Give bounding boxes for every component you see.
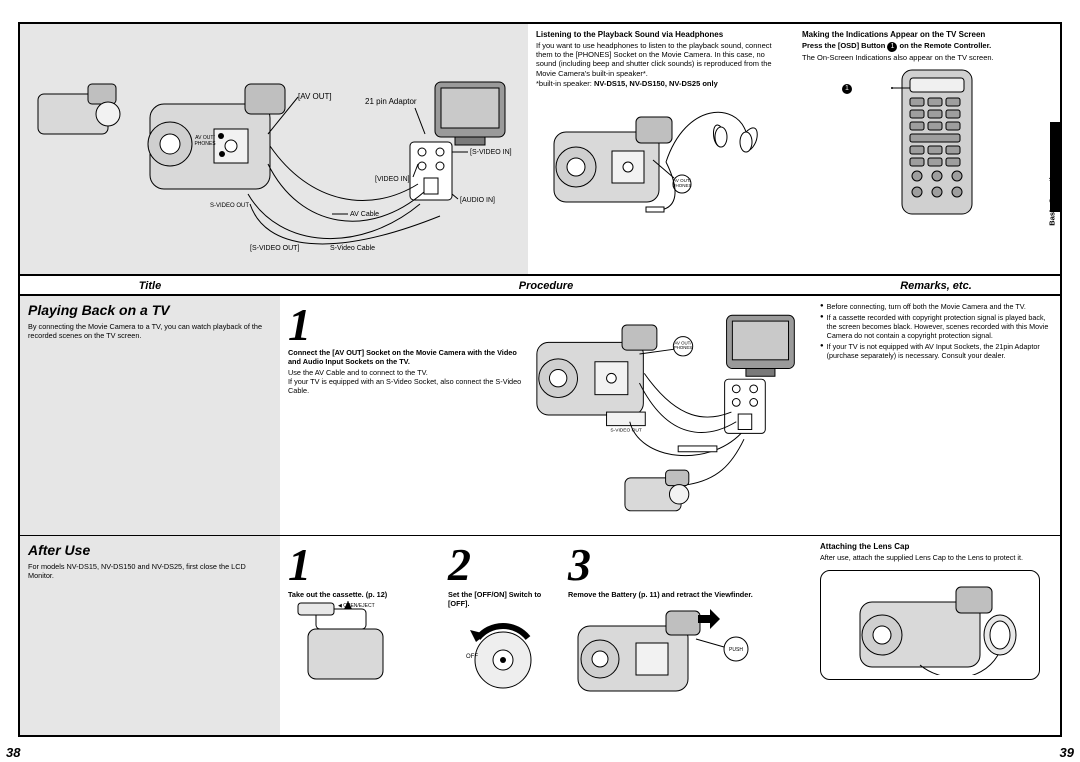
osd-line1b: on the Remote Controller.: [897, 41, 991, 50]
table-header-row: Title Procedure Remarks, etc.: [20, 276, 1060, 296]
svg-text:PHONES: PHONES: [672, 183, 691, 188]
remarks-item: Before connecting, turn off both the Mov…: [820, 302, 1052, 311]
svg-text:AV Cable: AV Cable: [350, 211, 379, 218]
remote-diagram: [862, 68, 992, 218]
headphones-note-label: *built-in speaker:: [536, 79, 592, 88]
afteruse-step2-bold: Set the [OFF/ON] Switch to [OFF].: [448, 590, 541, 608]
playback-step1-bold: Connect the [AV OUT] Socket on the Movie…: [288, 348, 517, 366]
lenscap-illustration-box: [820, 570, 1040, 680]
afteruse-step3-diagram: PUSH: [568, 599, 768, 699]
playback-remarks-cell: Before connecting, turn off both the Mov…: [812, 296, 1060, 535]
osd-callout-inline: 1: [887, 42, 897, 52]
afteruse-title-cell: After Use For models NV-DS15, NV-DS150 a…: [20, 536, 280, 735]
osd-heading: Making the Indications Appear on the TV …: [802, 30, 1052, 40]
header-remarks: Remarks, etc.: [812, 276, 1060, 294]
header-procedure: Procedure: [280, 276, 812, 294]
headphones-heading: Listening to the Playback Sound via Head…: [536, 30, 786, 40]
playback-remarks-list: Before connecting, turn off both the Mov…: [820, 302, 1052, 360]
connection-diagram-area: AV OUT/ PHONES [AV OUT] 21 pin Adaptor: [20, 24, 528, 274]
osd-callout-num: 1: [842, 84, 852, 94]
remarks-item: If your TV is not equipped with AV Input…: [820, 342, 1052, 360]
afteruse-remarks-heading: Attaching the Lens Cap: [820, 542, 1052, 552]
afteruse-remarks-body: After use, attach the supplied Lens Cap …: [820, 553, 1052, 562]
svg-text:PHONES: PHONES: [194, 141, 216, 147]
playback-title: Playing Back on a TV: [28, 302, 272, 318]
afteruse-step3-bold: Remove the Battery (p. 11) and retract t…: [568, 590, 753, 599]
afteruse-title-body: For models NV-DS15, NV-DS150 and NV-DS25…: [28, 562, 272, 580]
remarks-item: If a cassette recorded with copyright pr…: [820, 313, 1052, 340]
osd-section: Making the Indications Appear on the TV …: [794, 24, 1060, 274]
page-number-right: 39: [1060, 745, 1074, 760]
svg-text:21 pin Adaptor: 21 pin Adaptor: [365, 97, 417, 106]
headphones-section: Listening to the Playback Sound via Head…: [528, 24, 794, 274]
afteruse-step2-num: 2: [448, 542, 558, 588]
lenscap-illustration: [830, 575, 1030, 675]
playback-step1-num: 1: [288, 302, 523, 348]
afteruse-step-3: 3 Remove the Battery (p. 11) and retract…: [568, 542, 804, 705]
headphones-diagram: AV OUT/ PHONES: [536, 92, 786, 222]
connection-diagram: AV OUT/ PHONES [AV OUT] 21 pin Adaptor: [20, 24, 528, 276]
svg-text:OFF: OFF: [466, 654, 478, 660]
svg-text:PUSH: PUSH: [729, 647, 743, 653]
afteruse-remarks-cell: Attaching the Lens Cap After use, attach…: [812, 536, 1060, 735]
svg-text:PHONES: PHONES: [674, 345, 692, 350]
svg-text:S-VIDEO OUT: S-VIDEO OUT: [610, 427, 641, 433]
playback-procedure-cell: 1 Connect the [AV OUT] Socket on the Mov…: [280, 296, 812, 535]
playback-title-body: By connecting the Movie Camera to a TV, …: [28, 322, 272, 340]
page-number-left: 38: [6, 745, 20, 760]
svg-text:[S-VIDEO OUT]: [S-VIDEO OUT]: [250, 245, 299, 252]
headphones-note-models: NV-DS15, NV-DS150, NV-DS25 only: [594, 79, 718, 88]
header-title: Title: [20, 276, 280, 294]
svg-text:[AV OUT]: [AV OUT]: [298, 92, 332, 101]
osd-line1a: Press the [OSD] Button: [802, 41, 887, 50]
afteruse-step1-diagram: ◀ OPEN/EJECT: [288, 599, 408, 694]
svg-text:S-Video Cable: S-Video Cable: [330, 245, 375, 252]
svg-text:◀ OPEN/EJECT: ◀ OPEN/EJECT: [338, 603, 375, 609]
top-band: AV OUT/ PHONES [AV OUT] 21 pin Adaptor: [20, 24, 1060, 276]
row-playback: Playing Back on a TV By connecting the M…: [20, 296, 1060, 536]
afteruse-procedure-cell: 1 Take out the cassette. (p. 12) ◀ OPEN/…: [280, 536, 812, 735]
manual-spread: Basic Operations: [0, 0, 1080, 762]
remote-diagram-wrap: 1: [802, 68, 1052, 218]
playback-title-cell: Playing Back on a TV By connecting the M…: [20, 296, 280, 535]
playback-step1-rest: Use the AV Cable and to connect to the T…: [288, 368, 523, 395]
playback-connection-diagram: AV OUT/ PHONES S-VIDEO OUT: [533, 302, 804, 527]
afteruse-step-2: 2 Set the [OFF/ON] Switch to [OFF]. OFF: [448, 542, 558, 705]
headphones-body: If you want to use headphones to listen …: [536, 41, 786, 79]
afteruse-step3-num: 3: [568, 542, 804, 588]
afteruse-title: After Use: [28, 542, 272, 558]
svg-text:[S-VIDEO IN]: [S-VIDEO IN]: [470, 149, 512, 156]
afteruse-step2-diagram: OFF: [448, 608, 548, 703]
svg-text:S-VIDEO OUT: S-VIDEO OUT: [210, 203, 249, 209]
svg-text:[VIDEO IN]: [VIDEO IN]: [375, 176, 410, 183]
afteruse-step1-num: 1: [288, 542, 438, 588]
afteruse-step-1: 1 Take out the cassette. (p. 12) ◀ OPEN/…: [288, 542, 438, 705]
svg-text:[AUDIO IN]: [AUDIO IN]: [460, 197, 495, 204]
afteruse-step1-bold: Take out the cassette. (p. 12): [288, 590, 387, 599]
page-frame: Basic Operations: [18, 22, 1062, 737]
row-afteruse: After Use For models NV-DS15, NV-DS150 a…: [20, 536, 1060, 735]
osd-line2: The On-Screen Indications also appear on…: [802, 53, 1052, 62]
top-info-columns: Listening to the Playback Sound via Head…: [528, 24, 1060, 274]
